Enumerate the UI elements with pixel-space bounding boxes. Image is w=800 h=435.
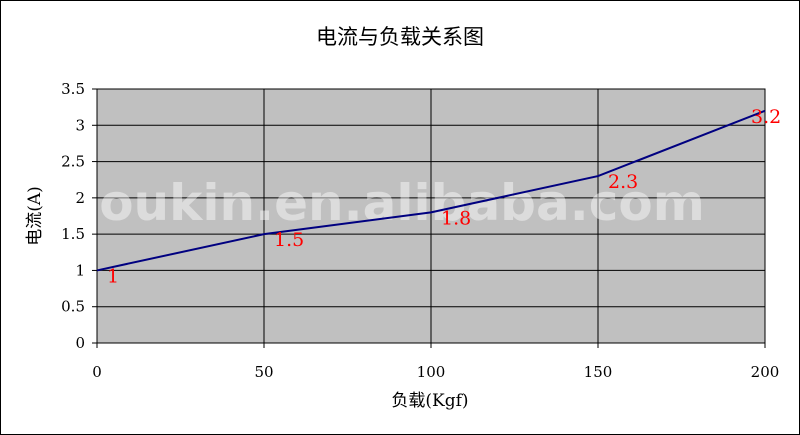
x-axis-ticks: 0 50 100 150 200 bbox=[92, 343, 779, 381]
data-label: 3.2 bbox=[751, 106, 781, 128]
x-tick-label: 150 bbox=[584, 363, 613, 381]
x-tick-label: 100 bbox=[417, 363, 446, 381]
data-label: 1 bbox=[107, 265, 119, 287]
y-tick-label: 1 bbox=[75, 261, 85, 279]
y-tick-label: 2.5 bbox=[61, 153, 85, 171]
x-axis-label: 负载(Kgf) bbox=[391, 391, 468, 411]
data-label: 1.5 bbox=[274, 229, 304, 251]
data-labels: 1 1.5 1.8 2.3 3.2 bbox=[107, 106, 781, 288]
y-tick-label: 2 bbox=[75, 189, 85, 207]
y-tick-label: 1.5 bbox=[61, 225, 85, 243]
series-line bbox=[96, 109, 766, 272]
data-label: 1.8 bbox=[441, 207, 471, 229]
x-tick-label: 50 bbox=[254, 363, 273, 381]
y-tick-label: 3 bbox=[75, 116, 85, 134]
x-tick-label: 200 bbox=[751, 363, 780, 381]
y-axis-ticks: 0 0.5 1 1.5 2 2.5 3 3.5 bbox=[61, 80, 97, 352]
x-tick-label: 0 bbox=[92, 363, 102, 381]
y-tick-label: 3.5 bbox=[61, 80, 85, 98]
gridlines bbox=[96, 88, 766, 344]
y-tick-label: 0.5 bbox=[61, 298, 85, 316]
y-axis-label: 电流(A) bbox=[25, 186, 45, 246]
y-tick-label: 0 bbox=[75, 334, 85, 352]
watermark: oukin.en.alibaba.com bbox=[99, 174, 705, 232]
chart-title: 电流与负载关系图 bbox=[316, 25, 484, 49]
data-label: 2.3 bbox=[608, 171, 638, 193]
